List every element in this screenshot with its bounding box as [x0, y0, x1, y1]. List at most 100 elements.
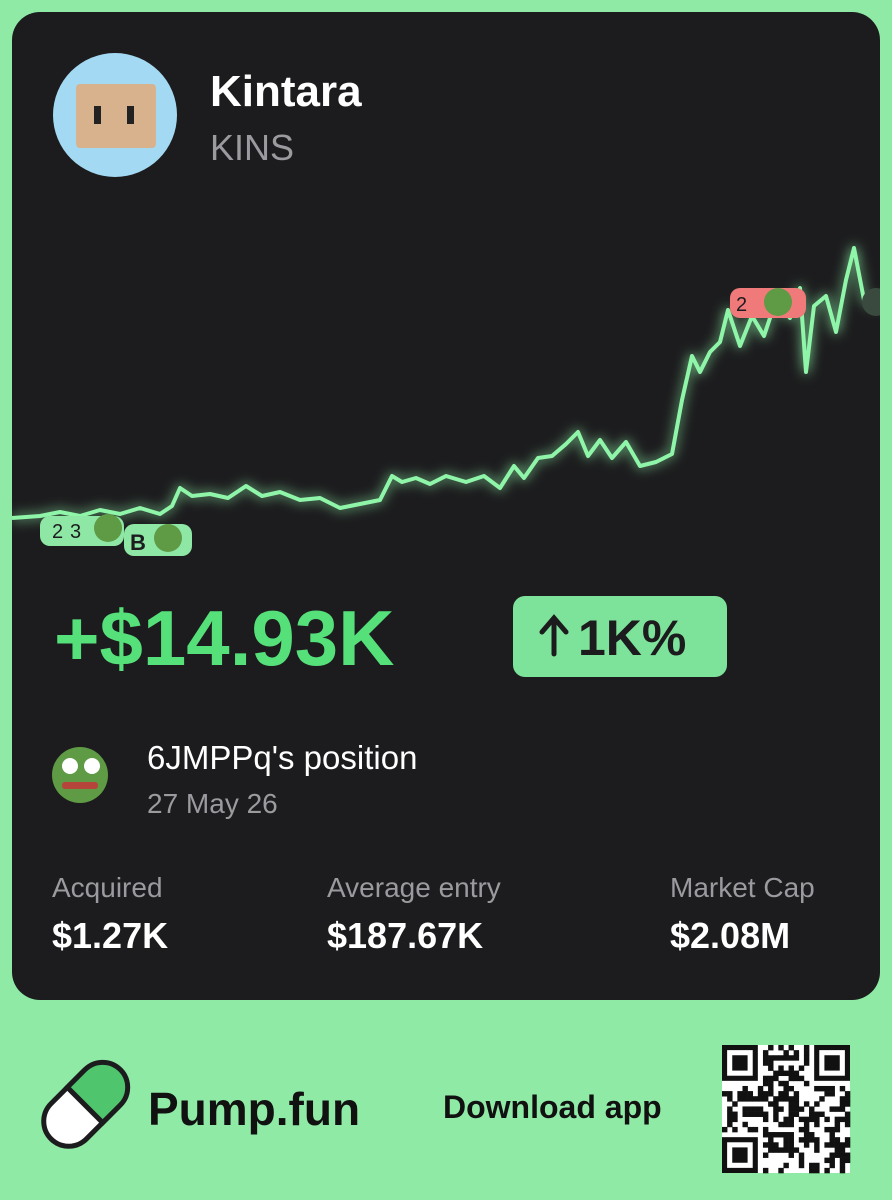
- qr-module: [803, 1126, 810, 1133]
- qr-module: [762, 1055, 769, 1061]
- qr-module: [788, 1096, 794, 1102]
- qr-module: [768, 1055, 774, 1061]
- qr-module: [757, 1096, 764, 1102]
- qr-module: [839, 1167, 846, 1174]
- qr-module: [778, 1080, 784, 1087]
- qr-module: [783, 1142, 789, 1148]
- qr-module: [727, 1096, 733, 1102]
- qr-module: [814, 1111, 820, 1117]
- qr-module: [839, 1096, 846, 1102]
- qr-module: [844, 1152, 851, 1158]
- qr-code[interactable]: [722, 1045, 851, 1174]
- stat-label: Average entry: [327, 872, 501, 903]
- qr-module: [788, 1075, 794, 1082]
- qr-module: [829, 1085, 835, 1092]
- qr-module: [778, 1121, 784, 1128]
- qr-module: [762, 1126, 769, 1133]
- qr-module: [762, 1060, 769, 1066]
- qr-module: [768, 1080, 774, 1087]
- position-date: 27 May 26: [147, 788, 278, 819]
- brand-name: Pump.fun: [148, 1083, 360, 1135]
- avatar-mouth: [62, 782, 98, 789]
- qr-module: [793, 1101, 800, 1107]
- qr-module: [814, 1162, 820, 1169]
- qr-module: [742, 1121, 748, 1128]
- qr-module: [844, 1091, 851, 1097]
- qr-module: [809, 1132, 815, 1138]
- qr-module: [773, 1116, 779, 1123]
- qr-module: [834, 1126, 841, 1133]
- qr-module: [757, 1085, 764, 1092]
- qr-module: [757, 1091, 764, 1097]
- qr-module: [834, 1147, 841, 1153]
- qr-module: [783, 1162, 789, 1169]
- qr-module: [809, 1116, 815, 1123]
- qr-module: [839, 1101, 846, 1107]
- qr-module: [783, 1137, 789, 1143]
- qr-module: [803, 1132, 810, 1138]
- qr-module: [768, 1147, 774, 1153]
- qr-module: [788, 1111, 794, 1117]
- up-arrow: [539, 614, 569, 657]
- qr-module: [798, 1075, 805, 1082]
- qr-module: [788, 1045, 794, 1051]
- qr-module: [773, 1142, 779, 1148]
- qr-module: [788, 1147, 794, 1153]
- qr-module: [819, 1085, 825, 1092]
- qr-module: [747, 1106, 754, 1112]
- qr-module: [788, 1055, 794, 1061]
- qr-module: [773, 1055, 779, 1061]
- qr-module: [798, 1137, 805, 1143]
- qr-module: [742, 1085, 748, 1092]
- qr-module: [834, 1121, 841, 1128]
- qr-module: [793, 1091, 800, 1097]
- avatar-eye: [62, 758, 78, 774]
- qr-module: [803, 1137, 810, 1143]
- qr-module: [824, 1167, 830, 1174]
- qr-module: [788, 1152, 794, 1158]
- qr-module: [768, 1101, 774, 1107]
- qr-module: [732, 1116, 738, 1123]
- qr-module: [773, 1075, 779, 1082]
- qr-module: [783, 1147, 789, 1153]
- qr-module: [829, 1142, 835, 1148]
- qr-module: [762, 1152, 769, 1158]
- qr-module: [803, 1050, 810, 1056]
- qr-module: [844, 1142, 851, 1148]
- qr-module: [783, 1132, 789, 1138]
- qr-module: [778, 1055, 784, 1061]
- qr-module: [809, 1137, 815, 1143]
- token-name: Kintara: [210, 67, 362, 116]
- qr-module: [809, 1111, 815, 1117]
- qr-module: [803, 1045, 810, 1051]
- marker-count: 2: [52, 521, 63, 543]
- qr-module: [778, 1147, 784, 1153]
- qr-module: [778, 1096, 784, 1102]
- qr-module: [824, 1091, 830, 1097]
- qr-module: [829, 1157, 835, 1164]
- qr-module: [844, 1101, 851, 1107]
- qr-module: [829, 1152, 835, 1158]
- token-ticker: KINS: [210, 127, 294, 168]
- qr-module: [762, 1080, 769, 1087]
- qr-module: [752, 1111, 759, 1117]
- qr-module: [844, 1096, 851, 1102]
- qr-module: [844, 1111, 851, 1117]
- qr-module: [722, 1091, 728, 1097]
- qr-module: [768, 1132, 774, 1138]
- change-badge: [513, 596, 727, 677]
- qr-module: [788, 1121, 794, 1128]
- qr-module: [793, 1055, 800, 1061]
- qr-module: [727, 1121, 733, 1128]
- qr-module: [762, 1096, 769, 1102]
- stat-value: $187.67K: [327, 915, 483, 956]
- avatar-eye: [94, 106, 101, 124]
- download-label[interactable]: Download app: [443, 1089, 662, 1125]
- pill-logo: [41, 1059, 131, 1149]
- qr-module: [732, 1111, 738, 1117]
- qr-module: [773, 1101, 779, 1107]
- qr-module: [834, 1116, 841, 1123]
- qr-module: [824, 1157, 830, 1164]
